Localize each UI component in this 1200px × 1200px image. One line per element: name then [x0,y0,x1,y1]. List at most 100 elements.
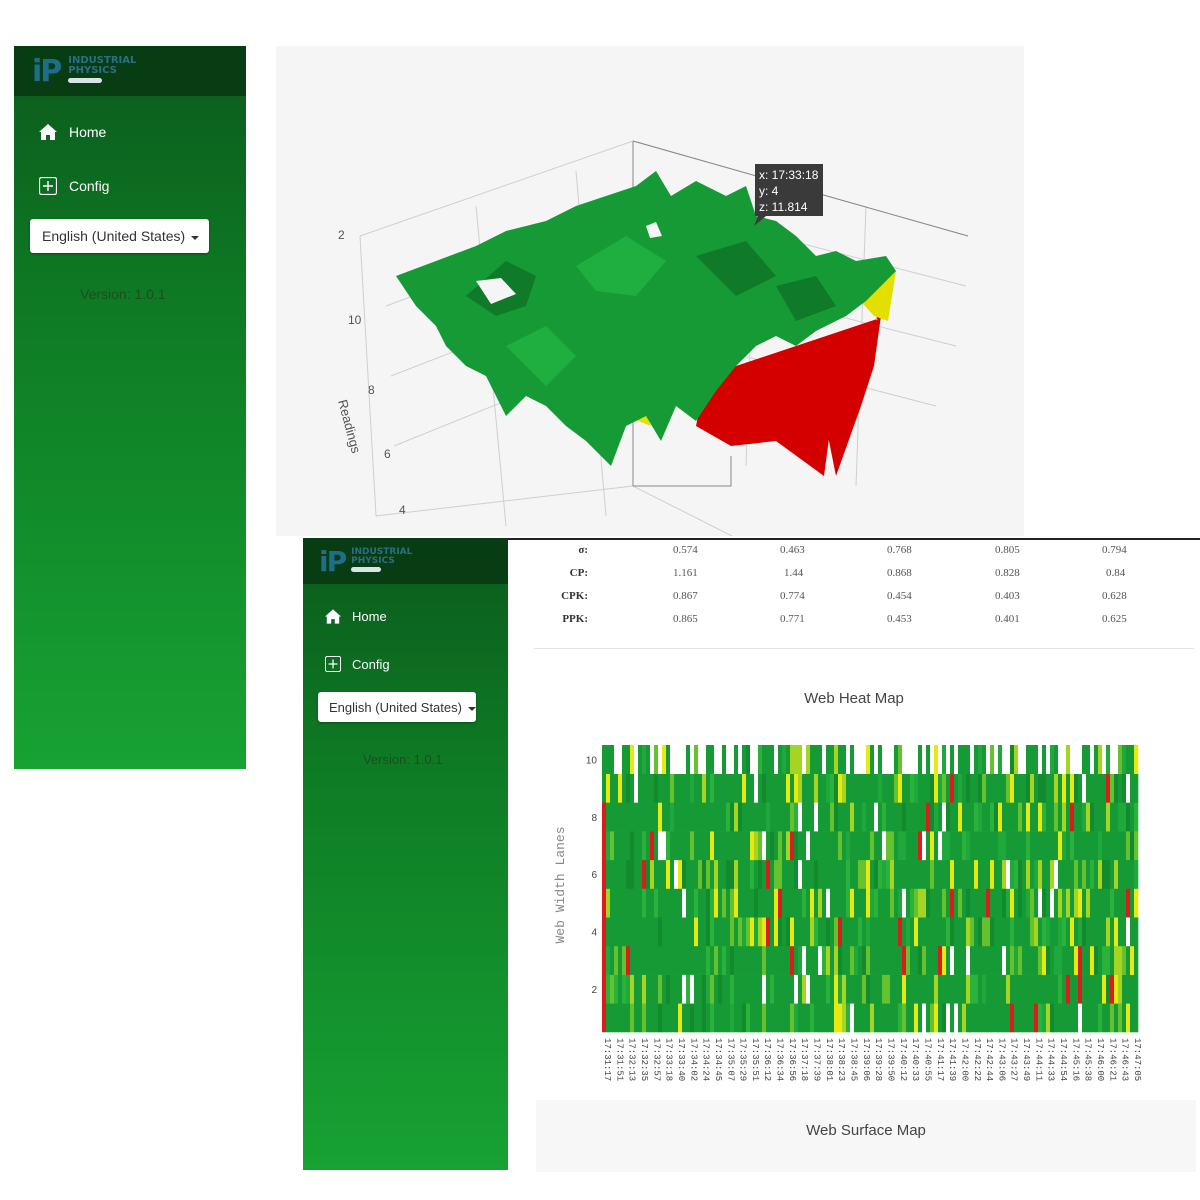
heatmap-cell [726,773,731,803]
chevron-down-icon [191,236,200,240]
heatmap-cell [974,888,979,918]
heatmap-cell [834,745,839,774]
heatmap-cell [750,945,755,975]
heatmap-cell [718,831,723,861]
heatmap-cell [926,831,931,861]
heatmap-cell [830,773,835,803]
heatmap-cell [1006,859,1011,889]
heatmap-cell [810,888,815,918]
x-axis-tick: 17:46:00 [1095,1038,1105,1081]
z-axis-tick-top: 2 [338,228,345,242]
heatmap-cell [1082,859,1087,889]
heatmap-cell [998,945,1003,975]
heatmap-cell [982,859,987,889]
heatmap-cell [1054,745,1059,774]
heatmap-cell [1118,745,1123,774]
heatmap-cell [1058,831,1063,861]
heatmap-cell [1006,1003,1011,1033]
heatmap-cell [954,1003,959,1033]
heatmap-cell [774,917,779,947]
heatmap-cell [770,1003,775,1033]
heatmap-cell [1002,773,1007,803]
heatmap-cell [778,773,783,803]
heatmap-cell [618,888,623,918]
heatmap-cell [802,773,807,803]
heatmap-cell [782,1003,787,1033]
heatmap-cell [674,859,679,889]
y-axis-tick: 2 [591,985,597,996]
x-axis-tick: 17:31:51 [614,1038,624,1081]
heatmap-cell [702,917,707,947]
heatmap-cell [906,745,911,774]
heatmap-cell [622,831,627,861]
heatmap-cell [650,773,655,803]
heatmap-cell [734,745,739,774]
heatmap-cell [950,888,955,918]
nav-home[interactable]: Home [325,609,387,624]
heatmap-cell [826,917,831,947]
heatmap-cell [862,1003,867,1033]
heatmap-cell [686,888,691,918]
heatmap-cell [642,831,647,861]
heatmap-cell [794,831,799,861]
heatmap-cell [854,888,859,918]
heatmap-cell [1062,831,1067,861]
heatmap-cell [1010,831,1015,861]
heatmap-cell [626,859,631,889]
heatmap-cell [850,917,855,947]
heatmap-cell [610,802,615,832]
nav-config[interactable]: Config [39,177,109,195]
heatmap-cell [1126,917,1131,947]
heatmap-cell [1110,945,1115,975]
heatmap-cell [610,859,615,889]
heatmap-cell [1006,773,1011,803]
heatmap-cell [810,917,815,947]
heatmap-cell [638,1003,643,1033]
heatmap-cell [962,745,967,774]
nav-home[interactable]: Home [39,124,106,140]
heatmap-cell [1022,917,1027,947]
heatmap-cell [742,831,747,861]
heatmap-cell [722,859,727,889]
heatmap-cell [930,974,935,1004]
heatmap-cell [814,917,819,947]
heatmap-cell [722,831,727,861]
heatmap-cell [678,1003,683,1033]
heatmap-cell [910,773,915,803]
logo-bar: iP INDUSTRIAL PHYSICS [14,46,246,96]
language-dropdown[interactable]: English (United States) [318,692,476,722]
heatmap-cell [978,831,983,861]
heatmap-cell [1086,745,1091,774]
language-dropdown[interactable]: English (United States) [30,219,209,253]
logo-line1: INDUSTRIAL [68,55,137,66]
heatmap-cell [678,945,683,975]
nav-config[interactable]: Config [325,656,390,672]
surface-plot-3d[interactable]: 2 10 8 6 4 Readings x: 17:33:18 y: 4 z: … [276,46,1024,537]
heatmap-cell [630,773,635,803]
heatmap-cell [1118,888,1123,918]
heatmap-cell [694,974,699,1004]
heatmap-cell [818,831,823,861]
heatmap-cell [618,859,623,889]
heatmap-cell [1066,974,1071,1004]
heatmap-cell [1070,859,1075,889]
heatmap-cell [1022,859,1027,889]
heatmap-cell [894,859,899,889]
heatmap-cell [1126,802,1131,832]
y-axis-tick: 10 [586,755,598,766]
heatmap-cell [970,831,975,861]
heatmap-cell [1038,745,1043,774]
heatmap-cell [950,773,955,803]
heatmap-cell [1070,773,1075,803]
heatmap-cell [678,917,683,947]
heatmap-cell [1018,859,1023,889]
heatmap-cell [690,773,695,803]
heatmap-cell [694,802,699,832]
heatmap-cell [714,888,719,918]
heatmap-cell [750,745,755,774]
heatmap-cell [954,917,959,947]
heatmap-cell [1042,1003,1047,1033]
heatmap-cell [870,773,875,803]
heatmap-cell [810,802,815,832]
